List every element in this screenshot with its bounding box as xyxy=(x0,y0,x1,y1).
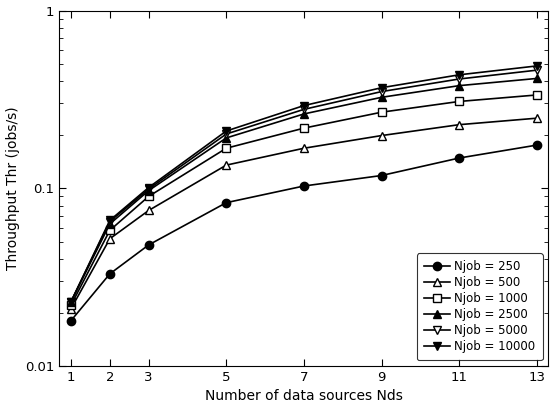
Njob = 2500 xyxy=(145,188,152,193)
Y-axis label: Throughput Thr (jobs/s): Throughput Thr (jobs/s) xyxy=(6,106,19,270)
Njob = 250 xyxy=(223,200,229,205)
Line: Njob = 500: Njob = 500 xyxy=(67,114,541,313)
Njob = 10000 xyxy=(145,185,152,190)
Njob = 5000 xyxy=(145,187,152,191)
Njob = 250 xyxy=(378,173,385,178)
Njob = 2500 xyxy=(68,299,74,304)
Njob = 10000 xyxy=(456,72,463,77)
Legend: Njob = 250, Njob = 500, Njob = 1000, Njob = 2500, Njob = 5000, Njob = 10000: Njob = 250, Njob = 500, Njob = 1000, Njo… xyxy=(417,253,542,360)
Line: Njob = 250: Njob = 250 xyxy=(67,141,541,325)
X-axis label: Number of data sources Nds: Number of data sources Nds xyxy=(205,389,403,403)
Njob = 500 xyxy=(68,306,74,311)
Njob = 1000 xyxy=(301,126,307,130)
Njob = 1000 xyxy=(68,303,74,308)
Line: Njob = 5000: Njob = 5000 xyxy=(67,66,541,306)
Njob = 250 xyxy=(301,184,307,189)
Njob = 250 xyxy=(534,143,540,148)
Njob = 500 xyxy=(301,146,307,151)
Njob = 1000 xyxy=(145,194,152,199)
Njob = 5000 xyxy=(456,76,463,81)
Njob = 5000 xyxy=(378,89,385,94)
Njob = 5000 xyxy=(106,219,113,224)
Njob = 500 xyxy=(456,122,463,127)
Njob = 10000 xyxy=(534,63,540,68)
Line: Njob = 2500: Njob = 2500 xyxy=(67,74,541,306)
Njob = 250 xyxy=(106,272,113,276)
Njob = 10000 xyxy=(378,85,385,90)
Njob = 10000 xyxy=(68,299,74,304)
Njob = 500 xyxy=(223,163,229,168)
Njob = 500 xyxy=(378,133,385,138)
Njob = 500 xyxy=(145,208,152,213)
Njob = 500 xyxy=(106,236,113,241)
Njob = 10000 xyxy=(301,103,307,108)
Njob = 5000 xyxy=(301,107,307,112)
Njob = 500 xyxy=(534,116,540,121)
Njob = 5000 xyxy=(223,132,229,137)
Njob = 2500 xyxy=(301,112,307,117)
Line: Njob = 10000: Njob = 10000 xyxy=(67,62,541,306)
Njob = 1000 xyxy=(456,99,463,104)
Njob = 2500 xyxy=(223,135,229,140)
Njob = 2500 xyxy=(534,76,540,81)
Njob = 250 xyxy=(68,318,74,323)
Njob = 2500 xyxy=(456,83,463,88)
Njob = 5000 xyxy=(534,68,540,73)
Njob = 2500 xyxy=(106,222,113,227)
Njob = 250 xyxy=(456,155,463,160)
Njob = 1000 xyxy=(534,92,540,97)
Njob = 1000 xyxy=(106,228,113,233)
Njob = 2500 xyxy=(378,95,385,100)
Njob = 250 xyxy=(145,243,152,247)
Line: Njob = 1000: Njob = 1000 xyxy=(67,91,541,309)
Njob = 10000 xyxy=(223,128,229,133)
Njob = 1000 xyxy=(223,146,229,151)
Njob = 5000 xyxy=(68,299,74,304)
Njob = 1000 xyxy=(378,110,385,115)
Njob = 10000 xyxy=(106,218,113,223)
